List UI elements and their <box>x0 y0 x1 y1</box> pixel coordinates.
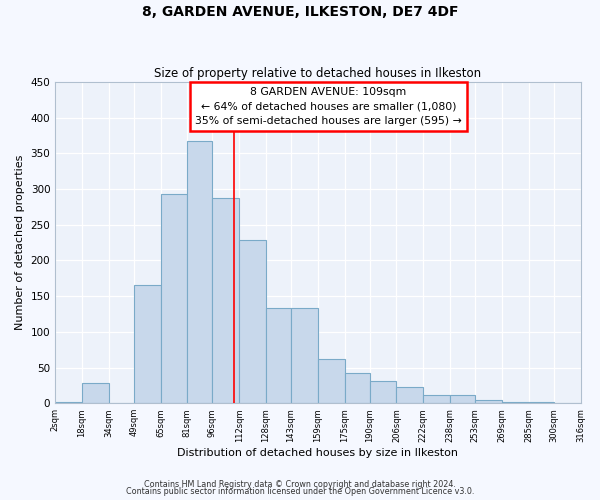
Bar <box>318 359 344 403</box>
Bar <box>161 194 187 403</box>
Title: Size of property relative to detached houses in Ilkeston: Size of property relative to detached ho… <box>154 66 481 80</box>
Bar <box>187 142 212 403</box>
Bar <box>82 383 109 403</box>
Bar <box>475 400 502 403</box>
Text: Contains HM Land Registry data © Crown copyright and database right 2024.: Contains HM Land Registry data © Crown c… <box>144 480 456 489</box>
Text: Contains public sector information licensed under the Open Government Licence v3: Contains public sector information licen… <box>126 488 474 496</box>
Bar <box>212 198 239 403</box>
Bar <box>423 394 450 403</box>
Bar <box>266 308 291 403</box>
Bar <box>291 308 318 403</box>
Y-axis label: Number of detached properties: Number of detached properties <box>15 155 25 330</box>
Bar <box>450 394 475 403</box>
Bar <box>397 387 423 403</box>
Bar <box>239 240 266 403</box>
Bar <box>55 402 82 403</box>
Text: 8, GARDEN AVENUE, ILKESTON, DE7 4DF: 8, GARDEN AVENUE, ILKESTON, DE7 4DF <box>142 5 458 19</box>
Bar <box>370 381 397 403</box>
Text: 8 GARDEN AVENUE: 109sqm
← 64% of detached houses are smaller (1,080)
35% of semi: 8 GARDEN AVENUE: 109sqm ← 64% of detache… <box>195 87 462 126</box>
Bar <box>529 402 554 403</box>
X-axis label: Distribution of detached houses by size in Ilkeston: Distribution of detached houses by size … <box>178 448 458 458</box>
Bar <box>134 286 161 403</box>
Bar <box>344 372 370 403</box>
Bar <box>502 402 529 403</box>
